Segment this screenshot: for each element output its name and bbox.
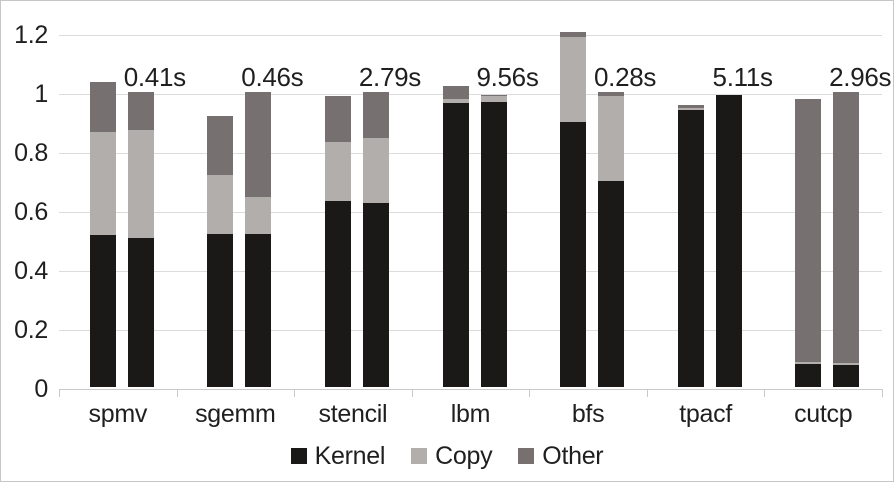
- bar-segment-bfs-kernel: [560, 121, 587, 387]
- bar-segment-bfs-other: [598, 92, 625, 97]
- bar-segment-cutcp-copy: [833, 363, 860, 366]
- x-axis-category-label: tpacf: [679, 400, 732, 428]
- y-axis-tick-label: 0.8: [14, 139, 48, 167]
- bar-segment-bfs-copy: [598, 96, 625, 181]
- legend-label-other: Other: [542, 442, 604, 470]
- bar-segment-bfs-kernel: [598, 180, 625, 387]
- legend-swatch-copy-icon: [411, 448, 428, 464]
- bar-segment-lbm-copy: [480, 96, 507, 103]
- bar-segment-lbm-copy: [442, 98, 469, 104]
- bar-segment-spmv-other: [127, 92, 154, 131]
- legend-label-kernel: Kernel: [314, 442, 386, 470]
- bar-segment-sgemm-kernel: [245, 233, 272, 387]
- bar-segment-cutcp-copy: [795, 361, 822, 364]
- x-axis-category-label: lbm: [450, 400, 491, 428]
- x-axis-tick: [529, 389, 531, 397]
- bar-segment-tpacf-kernel: [677, 109, 704, 387]
- bar-segment-sgemm-other: [245, 92, 272, 197]
- bar-segment-lbm-kernel: [480, 102, 507, 387]
- x-axis-category-label: bfs: [571, 400, 605, 428]
- bar-segment-tpacf-copy: [677, 108, 704, 110]
- legend-item-kernel: Kernel: [290, 441, 386, 471]
- x-axis-tick: [646, 389, 648, 397]
- x-axis-tick: [411, 389, 413, 397]
- bar-segment-stencil-kernel: [324, 201, 351, 387]
- bar-segment-spmv-other: [89, 81, 116, 132]
- bar-annotation-cutcp: 2.96s: [829, 62, 892, 92]
- bar-segment-lbm-kernel: [442, 103, 469, 387]
- bar-segment-stencil-copy: [324, 142, 351, 202]
- x-axis-tick: [176, 389, 178, 397]
- x-axis-line: [59, 389, 882, 390]
- bar-segment-sgemm-copy: [245, 196, 272, 234]
- bar-segment-spmv-kernel: [127, 238, 154, 387]
- bar-segment-stencil-copy: [362, 137, 389, 203]
- y-axis-tick-label: 1.2: [14, 21, 48, 49]
- bar-annotation-bfs: 0.28s: [594, 62, 657, 92]
- bar-segment-cutcp-kernel: [795, 364, 822, 387]
- y-axis-tick-label: 0.2: [14, 316, 48, 344]
- bar-segment-bfs-other: [560, 31, 587, 38]
- gridline-0.8: [59, 153, 882, 154]
- bar-segment-sgemm-copy: [207, 174, 234, 234]
- bar-annotation-spmv: 0.41s: [123, 62, 186, 92]
- y-axis-tick-label: 0.6: [14, 198, 48, 226]
- y-axis-tick-label: 0.4: [14, 257, 48, 285]
- bar-segment-stencil-other: [362, 92, 389, 138]
- gridline-0.6: [59, 212, 882, 213]
- bar-segment-cutcp-kernel: [833, 365, 860, 387]
- bar-segment-spmv-copy: [127, 130, 154, 239]
- chart-legend: Kernel Copy Other: [1, 441, 893, 471]
- bar-annotation-stencil: 2.79s: [358, 62, 421, 92]
- bar-segment-lbm-other: [442, 85, 469, 99]
- bar-segment-spmv-kernel: [89, 235, 116, 387]
- gridline-0.4: [59, 271, 882, 272]
- x-axis-category-label: spmv: [88, 400, 148, 428]
- bar-segment-sgemm-kernel: [207, 233, 234, 387]
- gridline-1: [59, 94, 882, 95]
- x-axis-category-label: sgemm: [195, 400, 276, 428]
- x-axis-tick: [764, 389, 766, 397]
- x-axis-tick: [294, 389, 296, 397]
- bar-annotation-tpacf: 5.11s: [712, 62, 773, 92]
- legend-swatch-kernel-icon: [290, 448, 307, 464]
- y-axis-tick-label: 0: [34, 375, 48, 403]
- x-axis-tick: [59, 389, 60, 397]
- x-axis-category-label: cutcp: [794, 400, 853, 428]
- bar-segment-stencil-kernel: [362, 202, 389, 387]
- bar-segment-lbm-other: [480, 94, 507, 97]
- bar-segment-bfs-copy: [560, 37, 587, 122]
- legend-item-other: Other: [518, 441, 604, 471]
- legend-label-copy: Copy: [435, 442, 493, 470]
- bar-annotation-sgemm: 0.46s: [241, 62, 304, 92]
- x-axis-category-label: stencil: [318, 400, 388, 428]
- bar-segment-spmv-copy: [89, 131, 116, 236]
- y-axis-tick-label: 1: [34, 80, 48, 108]
- legend-swatch-other-icon: [518, 448, 535, 464]
- bar-segment-cutcp-other: [795, 99, 822, 362]
- bar-segment-stencil-other: [324, 96, 351, 143]
- bar-segment-sgemm-other: [207, 115, 234, 175]
- bar-segment-cutcp-other: [833, 92, 860, 364]
- gridline-0.2: [59, 330, 882, 331]
- bar-segment-tpacf-other: [677, 105, 704, 109]
- gridline-1.2: [59, 35, 882, 36]
- bar-segment-tpacf-kernel: [715, 94, 742, 387]
- legend-item-copy: Copy: [411, 441, 493, 471]
- x-axis-tick: [882, 389, 883, 397]
- bar-annotation-lbm: 9.56s: [476, 62, 539, 92]
